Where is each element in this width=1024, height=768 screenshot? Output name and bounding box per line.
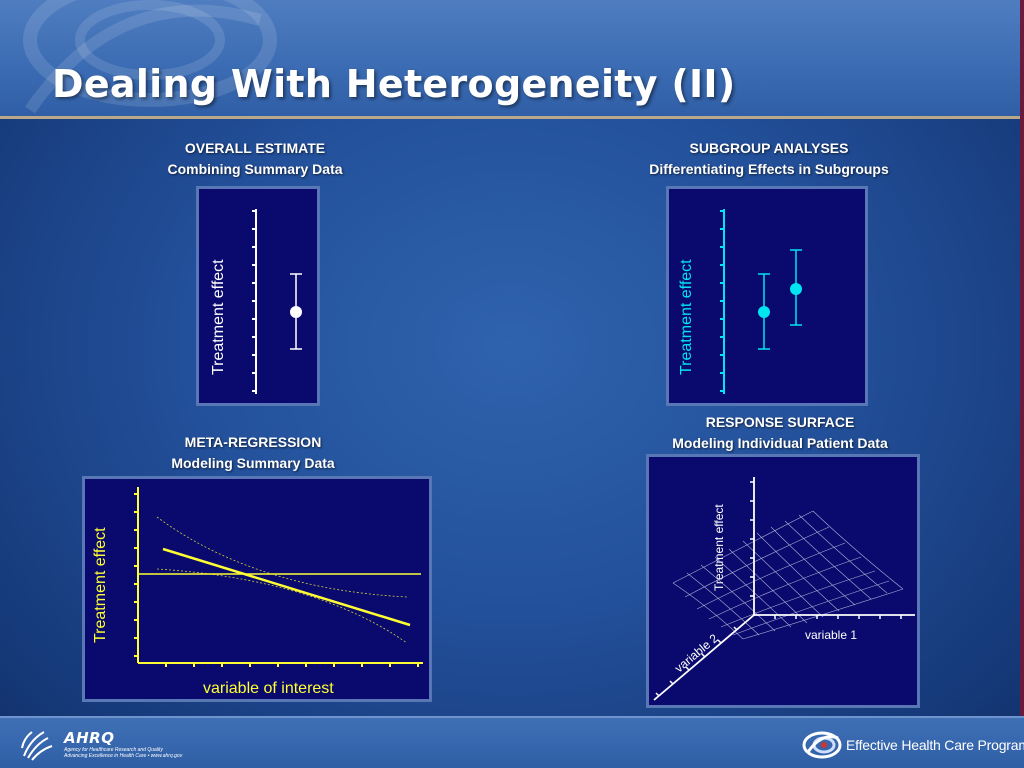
- metareg-plot-svg: Treatment effect variable of interest: [92, 487, 423, 697]
- swirl-watermark-icon: [23, 0, 277, 114]
- overall-y-label: Treatment effect: [210, 259, 227, 375]
- subgroup-1-point: [758, 306, 770, 318]
- overall-point-estimate: [290, 306, 302, 318]
- metareg-heading-line1: META-REGRESSION: [184, 434, 322, 450]
- ahrq-line1: Agency for Healthcare Research and Quali…: [64, 747, 163, 753]
- footer-band: [0, 718, 1024, 768]
- overall-plot: Treatment effect: [196, 186, 320, 406]
- subgroup-plot-svg: Treatment effect: [678, 209, 802, 394]
- effective-health-care-logo-icon: [802, 731, 842, 759]
- overall-heading-line2: Combining Summary Data: [167, 161, 343, 177]
- ahrq-logo: AHRQ Agency for Healthcare Research and …: [64, 729, 182, 759]
- metareg-lower-ci: [156, 568, 408, 644]
- ahrq-line2: Advancing Excellence in Health Care • ww…: [64, 753, 183, 759]
- overall-heading-line1: OVERALL ESTIMATE: [184, 140, 326, 156]
- subgroup-plot: Treatment effect: [666, 186, 868, 406]
- metareg-regression-line: [162, 547, 411, 627]
- footer-divider: [0, 716, 1024, 718]
- right-edge-bar: [1020, 0, 1024, 768]
- surface-heading-line2: Modeling Individual Patient Data: [672, 435, 888, 451]
- program-name: Effective Health Care Program: [846, 737, 1024, 753]
- metareg-x-label: variable of interest: [203, 680, 334, 697]
- metareg-y-ticks: [134, 493, 138, 657]
- surface-x-label: variable 1: [805, 628, 857, 642]
- header-divider: [0, 116, 1024, 119]
- overall-y-ticks: [252, 210, 256, 392]
- subgroup-y-ticks: [720, 210, 724, 392]
- subgroup-2-point: [790, 283, 802, 295]
- metareg-heading-line2: Modeling Summary Data: [171, 455, 335, 471]
- surface-axis-ticks: [655, 481, 902, 697]
- subgroup-y-label: Treatment effect: [678, 259, 695, 375]
- surface-plot: Treatment effect variable 1 variable 2: [646, 454, 920, 708]
- surface-heading-line1: RESPONSE SURFACE: [705, 414, 855, 430]
- overall-plot-svg: Treatment effect: [210, 209, 302, 394]
- metareg-x-ticks: [165, 663, 419, 667]
- surface-mesh: [672, 510, 904, 640]
- metareg-y-label: Treatment effect: [92, 527, 109, 643]
- surface-heading: RESPONSE SURFACE Modeling Individual Pat…: [630, 412, 930, 454]
- header-band: [0, 0, 1024, 118]
- ahrq-name: AHRQ: [64, 729, 115, 747]
- overall-heading: OVERALL ESTIMATE Combining Summary Data: [150, 138, 360, 180]
- surface-y-label: variable 2: [672, 631, 721, 675]
- metareg-upper-ci: [156, 516, 408, 598]
- subgroup-heading-line2: Differentiating Effects in Subgroups: [649, 161, 889, 177]
- surface-plot-svg: Treatment effect variable 1 variable 2: [653, 477, 915, 701]
- metareg-plot: Treatment effect variable of interest: [82, 476, 432, 702]
- page-title: Dealing With Heterogeneity (II): [52, 62, 736, 106]
- surface-z-label: Treatment effect: [712, 504, 726, 591]
- surface-y-axis: [653, 614, 755, 701]
- metareg-heading: META-REGRESSION Modeling Summary Data: [148, 432, 358, 474]
- subgroup-heading-line1: SUBGROUP ANALYSES: [689, 140, 849, 156]
- hhs-eagle-logo-icon: [21, 731, 53, 761]
- subgroup-heading: SUBGROUP ANALYSES Differentiating Effect…: [614, 138, 924, 180]
